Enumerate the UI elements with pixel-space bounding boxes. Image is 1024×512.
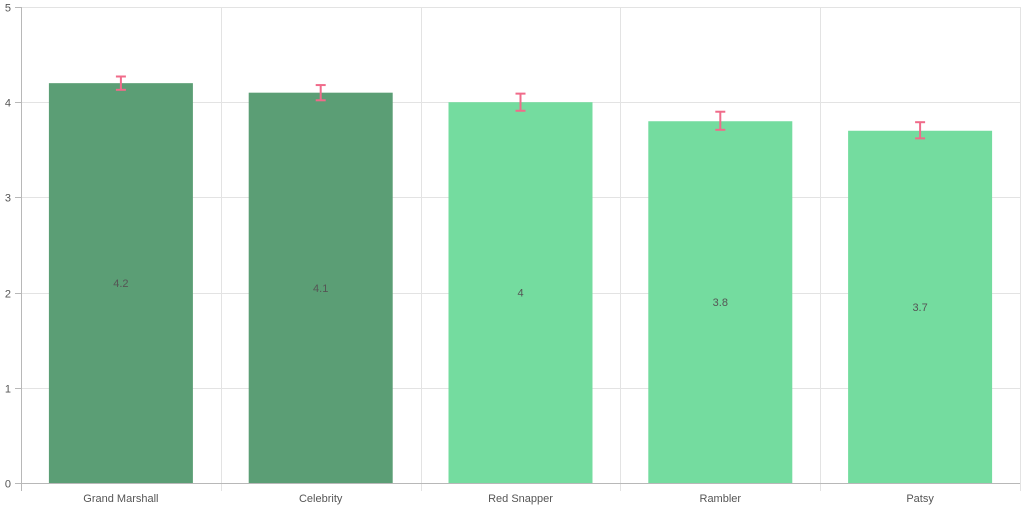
bar[interactable]	[648, 121, 793, 484]
y-tick-label: 4	[5, 98, 11, 110]
bar-value-label: 4	[517, 288, 523, 300]
x-tick-label: Patsy	[906, 493, 934, 505]
y-tick-label: 0	[5, 479, 11, 491]
y-tick-label: 3	[5, 193, 11, 205]
x-tick-label: Rambler	[700, 493, 742, 505]
bar-value-label: 3.8	[713, 297, 728, 309]
y-tick-label: 5	[5, 3, 11, 15]
x-tick-label: Grand Marshall	[83, 493, 158, 505]
bar-value-label: 4.1	[313, 283, 328, 295]
bar-value-label: 3.7	[912, 302, 927, 314]
y-tick-label: 2	[5, 289, 11, 301]
bar-series	[48, 83, 993, 484]
bar[interactable]	[848, 130, 993, 483]
bar[interactable]	[448, 102, 593, 483]
bar[interactable]	[248, 92, 393, 484]
bar-value-label: 4.2	[113, 278, 128, 290]
labels: 0 1 2 3 4 5 4.2 Grand Marshall 4.1 Celebrity 4 Red …	[5, 3, 934, 506]
y-tick-label: 1	[5, 384, 11, 396]
x-tick-label: Celebrity	[299, 493, 343, 505]
axes	[15, 7, 1020, 491]
bar[interactable]	[48, 83, 193, 483]
x-tick-label: Red Snapper	[488, 493, 553, 505]
error-bars	[115, 75, 926, 140]
